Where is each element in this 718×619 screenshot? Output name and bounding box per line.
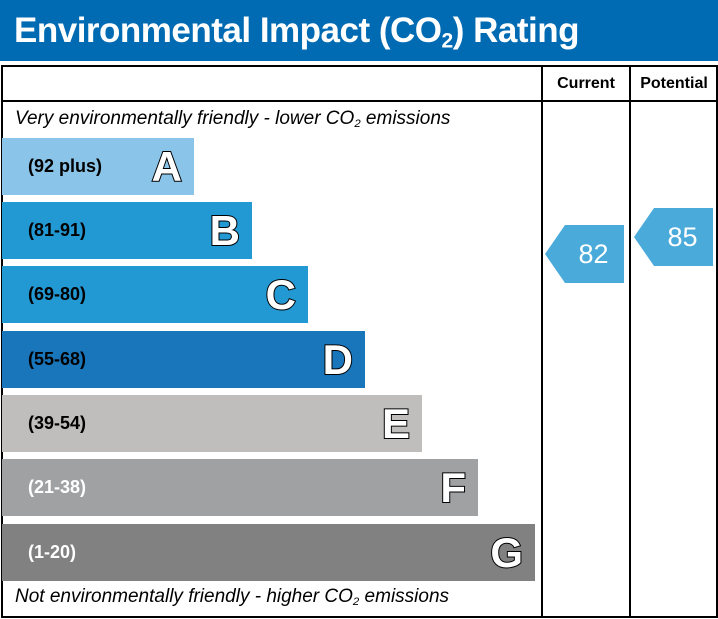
note-subscript: 2 bbox=[354, 117, 361, 130]
current-rating-arrow: 82 bbox=[545, 225, 624, 283]
page-title: Environmental Impact (CO2) Rating bbox=[0, 0, 718, 61]
note-subscript: 2 bbox=[352, 595, 360, 608]
header-divider bbox=[1, 100, 718, 102]
current-column-header: Current bbox=[557, 75, 615, 92]
column-divider bbox=[541, 65, 543, 618]
band-range: (21-38) bbox=[28, 477, 87, 497]
note-text-end: emissions bbox=[360, 108, 451, 129]
note-text-end: emissions bbox=[359, 586, 450, 607]
title-text: Environmental Impact (CO bbox=[14, 11, 442, 50]
band-b: (81-91) B bbox=[2, 202, 252, 259]
band-letter: F bbox=[439, 463, 467, 512]
band-g: (1-20) G bbox=[2, 524, 535, 581]
band-range: (69-80) bbox=[28, 284, 87, 304]
potential-rating-value: 85 bbox=[667, 222, 698, 252]
title-subscript: 2 bbox=[441, 29, 454, 53]
band-letter: B bbox=[209, 206, 241, 255]
band-range: (92 plus) bbox=[28, 156, 103, 176]
band-range: (55-68) bbox=[28, 349, 87, 369]
band-letter: E bbox=[381, 399, 411, 448]
band-letter: A bbox=[151, 142, 183, 191]
band-a: (92 plus) A bbox=[2, 138, 194, 195]
current-rating-value: 82 bbox=[578, 239, 609, 269]
column-divider bbox=[629, 65, 631, 618]
band-e: (39-54) E bbox=[2, 395, 422, 452]
band-letter: C bbox=[265, 270, 297, 319]
potential-rating-arrow: 85 bbox=[634, 208, 713, 266]
bottom-note: Not environmentally friendly - higher CO… bbox=[15, 586, 449, 608]
band-range: (39-54) bbox=[28, 413, 87, 433]
arrow-shape bbox=[545, 225, 624, 283]
top-note: Very environmentally friendly - lower CO… bbox=[15, 108, 450, 130]
note-text: Very environmentally friendly - lower CO bbox=[15, 108, 355, 129]
band-range: (1-20) bbox=[28, 542, 77, 562]
band-letter: D bbox=[322, 335, 354, 384]
note-text: Not environmentally friendly - higher CO bbox=[15, 586, 353, 607]
potential-column-header: Potential bbox=[640, 75, 708, 92]
band-c: (69-80) C bbox=[2, 266, 308, 323]
band-f: (21-38) F bbox=[2, 459, 478, 516]
band-letter: G bbox=[489, 528, 524, 577]
title-text-end: ) Rating bbox=[452, 11, 580, 50]
band-d: (55-68) D bbox=[2, 331, 365, 388]
arrow-shape bbox=[634, 208, 713, 266]
band-range: (81-91) bbox=[28, 220, 87, 240]
